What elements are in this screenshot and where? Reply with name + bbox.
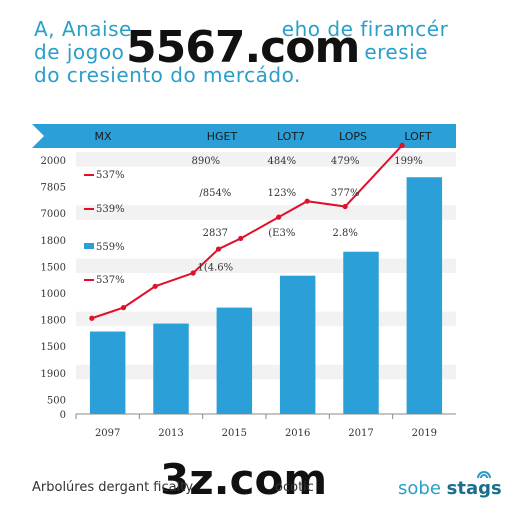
line-point xyxy=(152,283,158,289)
data-label: 479% xyxy=(331,156,360,167)
y-tick-label: 1800 xyxy=(41,316,66,327)
line-point xyxy=(342,203,348,210)
line-point xyxy=(304,198,310,204)
line-point xyxy=(89,315,95,321)
x-tick-label: 2016 xyxy=(285,428,310,439)
data-label: 2837 xyxy=(203,228,228,239)
line-point xyxy=(238,235,244,242)
y-tick-label: 2000 xyxy=(41,156,66,167)
x-tick-label: 2097 xyxy=(95,428,120,439)
data-label: 890% xyxy=(192,156,221,167)
x-tick-label: 2019 xyxy=(412,428,437,439)
header-label: LOT7 xyxy=(277,130,305,143)
y-tick-label: 1800 xyxy=(41,236,66,247)
data-label: /854% xyxy=(199,188,231,199)
legend-bar-label: 559% xyxy=(96,242,125,253)
footer-caption: Arbolúres dergant ficalty ocotic xyxy=(32,480,314,495)
header-label: HGET xyxy=(207,130,238,143)
header-band xyxy=(32,124,456,148)
bar xyxy=(89,331,126,414)
grid-band xyxy=(76,364,456,380)
bar xyxy=(153,323,189,414)
x-tick-label: 2017 xyxy=(348,428,373,439)
y-tick-label: 500 xyxy=(47,395,66,406)
line-point xyxy=(276,214,282,220)
data-label: 2.8% xyxy=(332,228,357,239)
x-tick-label: 2013 xyxy=(158,428,183,439)
legend-line-label: 537% xyxy=(96,275,125,286)
grid-band xyxy=(76,311,456,327)
y-tick-label: 0 xyxy=(60,410,66,421)
y-tick-label: 7805 xyxy=(41,183,66,194)
x-tick-label: 2015 xyxy=(222,428,247,439)
line-point xyxy=(120,305,127,311)
series-line xyxy=(91,144,403,320)
brand-logo: sobe stags xyxy=(398,478,502,499)
data-label: (E3% xyxy=(268,228,295,239)
signal-icon xyxy=(477,471,491,479)
title-line-3: do cresiento do mercádo. xyxy=(34,63,301,87)
data-label: 484% xyxy=(268,156,297,167)
line-point xyxy=(399,142,405,148)
title-line-2: de jogoo eresie xyxy=(34,40,429,64)
grid-band xyxy=(76,205,456,220)
bar xyxy=(343,251,379,414)
data-label: 199% xyxy=(394,156,423,167)
y-tick-label: 1500 xyxy=(41,342,66,353)
y-tick-label: 1900 xyxy=(41,369,66,380)
y-tick-label: 1000 xyxy=(41,289,66,300)
line-point xyxy=(190,270,196,276)
header-label: LOFT xyxy=(404,130,432,143)
title-line-1: A, Anaise eho de firamcér xyxy=(34,17,449,41)
data-label: 1(4.6% xyxy=(197,262,233,273)
legend-bar-swatch xyxy=(84,243,94,249)
grid-band xyxy=(76,152,456,167)
data-label: 123% xyxy=(268,188,297,199)
y-tick-label: 1500 xyxy=(41,262,66,273)
y-tick-label: 7000 xyxy=(41,209,66,220)
legend-line-label: 537% xyxy=(96,170,125,181)
line-point xyxy=(215,246,222,252)
bar xyxy=(216,307,253,414)
bar xyxy=(406,177,443,414)
bar xyxy=(279,275,316,414)
header-label: MX xyxy=(94,130,111,143)
legend-line-label: 539% xyxy=(96,204,125,215)
title-block: A, Anaise eho de firamcér de jogoo eresie … xyxy=(34,18,484,87)
grid-band xyxy=(76,258,456,274)
watermark-bottom: 3z.com xyxy=(160,455,328,504)
watermark-top: 5567.com xyxy=(126,22,360,73)
header-label: LOPS xyxy=(339,130,367,143)
data-label: 377% xyxy=(331,188,360,199)
